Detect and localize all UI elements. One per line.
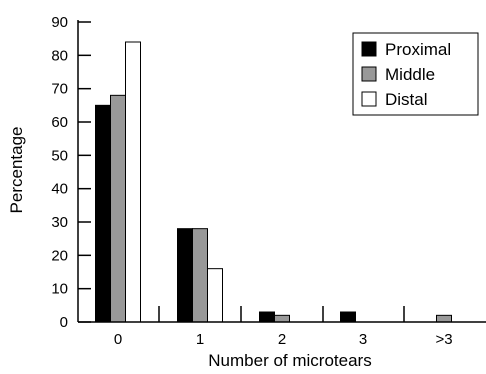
legend-label-middle: Middle	[385, 65, 435, 84]
legend-label-distal: Distal	[385, 90, 428, 109]
y-tick-label: 10	[51, 281, 68, 298]
bar-proximal-1	[177, 228, 193, 323]
legend: Proximal Middle Distal	[352, 32, 479, 116]
axes-layer	[77, 20, 486, 323]
legend-swatch-proximal	[361, 41, 377, 57]
bars-layer	[95, 41, 452, 323]
y-tick-label: 90	[51, 14, 68, 31]
x-tick-label: 0	[114, 331, 122, 348]
bar-proximal-2	[259, 311, 275, 323]
y-ticks: 0 10 20 30 40 50 60 70 80 90	[51, 14, 91, 331]
bar-middle-4	[436, 314, 452, 323]
legend-swatch-distal	[361, 91, 377, 107]
y-tick-label: 30	[51, 214, 68, 231]
y-tick-label: 40	[51, 181, 68, 198]
y-tick-label: 20	[51, 247, 68, 264]
bar-proximal-3	[340, 311, 356, 323]
bar-middle-0	[110, 94, 126, 323]
legend-label-proximal: Proximal	[385, 40, 451, 59]
x-tick-label: 2	[278, 331, 286, 348]
y-tick-label: 80	[51, 47, 68, 64]
x-axis-title: Number of microtears	[208, 351, 371, 370]
y-tick-label: 0	[60, 314, 68, 331]
bar-distal-1	[207, 268, 223, 323]
x-tick-label: 3	[359, 331, 367, 348]
bar-distal-0	[125, 41, 141, 323]
y-axis-title: Percentage	[7, 127, 26, 214]
x-tick-label: 1	[196, 331, 204, 348]
legend-swatch-middle	[361, 66, 377, 82]
y-tick-label: 50	[51, 147, 68, 164]
y-tick-label: 70	[51, 81, 68, 98]
y-tick-label: 60	[51, 114, 68, 131]
x-tick-label: >3	[435, 331, 452, 348]
bar-middle-2	[274, 314, 290, 323]
bar-proximal-0	[95, 104, 111, 323]
x-ticks: 0 1 2 3 >3	[114, 306, 453, 348]
bar-middle-1	[192, 228, 208, 323]
